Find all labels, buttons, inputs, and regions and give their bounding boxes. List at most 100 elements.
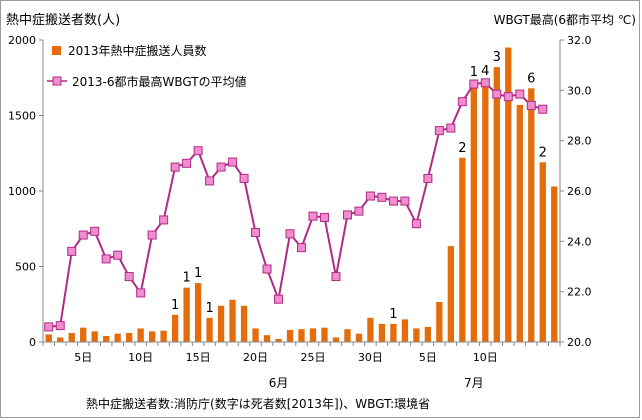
bar-24 xyxy=(321,327,328,342)
wbgt-point-10 xyxy=(159,215,169,225)
death-count-label: 1 xyxy=(205,301,213,316)
bar-15 xyxy=(217,305,225,342)
wbgt-point-22 xyxy=(297,243,306,253)
bar-17 xyxy=(240,305,248,342)
legend-line-marker xyxy=(52,76,62,86)
death-count-label: 3 xyxy=(493,50,501,65)
left-tick-label: 1500 xyxy=(8,110,36,123)
bar-16 xyxy=(229,299,236,342)
wbgt-point-21 xyxy=(285,229,295,239)
legend-bar-label: 2013年熱中症搬送人員数 xyxy=(68,43,207,58)
wbgt-point-33 xyxy=(423,173,433,183)
wbgt-point-9 xyxy=(147,230,157,240)
bar-32 xyxy=(413,328,420,342)
death-count-label: 1 xyxy=(182,271,190,286)
left-tick-label: 500 xyxy=(15,261,36,274)
source-note: 熱中症搬送者数:消防庁(数字は死者数[2013年])、WBGT:環境省 xyxy=(86,396,430,411)
wbgt-point-11 xyxy=(170,162,180,172)
wbgt-point-19 xyxy=(262,264,272,274)
bar-35 xyxy=(447,246,455,342)
death-count-label: 6 xyxy=(527,71,535,86)
death-count-label: 2 xyxy=(458,141,466,156)
death-count-label: 1 xyxy=(470,65,478,80)
bar-0 xyxy=(45,334,52,342)
wbgt-point-30 xyxy=(388,196,398,206)
wbgt-point-20 xyxy=(274,294,284,304)
wbgt-point-13 xyxy=(193,146,203,156)
bar-30 xyxy=(390,323,397,342)
bar-41 xyxy=(516,104,523,343)
wbgt-point-36 xyxy=(457,97,467,107)
right-tick-label: 30.0 xyxy=(567,84,592,97)
bar-37 xyxy=(470,88,477,342)
x-tick-label: 20日 xyxy=(243,351,268,364)
wbgt-point-41 xyxy=(515,89,525,99)
x-tick-label: 30日 xyxy=(358,351,383,364)
bar-18 xyxy=(252,328,259,342)
death-count-label: 1 xyxy=(389,307,397,322)
bar-6 xyxy=(114,333,121,342)
right-tick-label: 20.0 xyxy=(567,336,592,349)
wbgt-point-42 xyxy=(526,100,536,110)
death-count-label: 1 xyxy=(194,266,202,281)
wbgt-point-5 xyxy=(101,254,111,264)
month-label: 6月 xyxy=(269,376,289,390)
left-tick-label: 1000 xyxy=(8,185,36,198)
bar-4 xyxy=(91,331,98,342)
x-tick-label: 15日 xyxy=(186,351,211,364)
x-tick-label: 5日 xyxy=(419,351,437,364)
right-tick-label: 22.0 xyxy=(567,286,592,299)
right-tick-label: 24.0 xyxy=(567,235,592,248)
wbgt-point-25 xyxy=(331,272,341,282)
wbgt-point-38 xyxy=(480,78,490,88)
wbgt-point-18 xyxy=(251,228,261,238)
bar-39 xyxy=(493,67,500,343)
wbgt-point-17 xyxy=(239,173,249,183)
bar-2 xyxy=(68,332,75,342)
wbgt-point-28 xyxy=(365,191,375,201)
bar-31 xyxy=(401,319,409,342)
wbgt-point-26 xyxy=(342,210,352,220)
bar-44 xyxy=(551,186,558,342)
x-tick-label: 10日 xyxy=(473,351,498,364)
wbgt-point-37 xyxy=(469,79,479,89)
right-tick-label: 32.0 xyxy=(567,34,592,47)
wbgt-point-12 xyxy=(182,158,192,168)
bar-11 xyxy=(171,314,179,342)
wbgt-point-43 xyxy=(538,104,548,114)
wbgt-point-6 xyxy=(113,250,123,260)
wbgt-point-15 xyxy=(216,162,226,172)
x-tick-label: 25日 xyxy=(300,351,325,364)
bar-34 xyxy=(436,301,443,342)
bar-13 xyxy=(194,283,202,342)
wbgt-point-23 xyxy=(308,211,318,221)
wbgt-point-16 xyxy=(228,157,238,167)
bar-29 xyxy=(378,323,386,342)
bar-12 xyxy=(183,287,190,342)
bar-25 xyxy=(332,337,340,342)
bar-series xyxy=(45,47,558,343)
bar-9 xyxy=(148,331,156,342)
bar-26 xyxy=(344,329,351,342)
right-axis-title: WBGT最高(6都市平均 ℃) xyxy=(494,12,636,27)
bar-42 xyxy=(528,88,535,342)
bar-22 xyxy=(298,329,305,342)
wbgt-point-1 xyxy=(55,321,65,331)
death-count-label: 4 xyxy=(481,64,489,79)
x-tick-label: 10日 xyxy=(128,351,153,364)
bar-10 xyxy=(160,330,167,342)
right-tick-label: 28.0 xyxy=(567,135,592,148)
bar-19 xyxy=(263,335,271,342)
bar-7 xyxy=(126,332,133,342)
wbgt-point-35 xyxy=(446,123,456,133)
bar-33 xyxy=(424,326,432,342)
wbgt-point-32 xyxy=(411,219,421,229)
wbgt-point-3 xyxy=(78,230,88,240)
wbgt-point-2 xyxy=(67,246,77,256)
wbgt-point-7 xyxy=(124,272,134,282)
bar-23 xyxy=(309,328,317,342)
bar-27 xyxy=(355,333,363,342)
bar-14 xyxy=(206,317,213,342)
left-tick-label: 2000 xyxy=(8,34,36,47)
